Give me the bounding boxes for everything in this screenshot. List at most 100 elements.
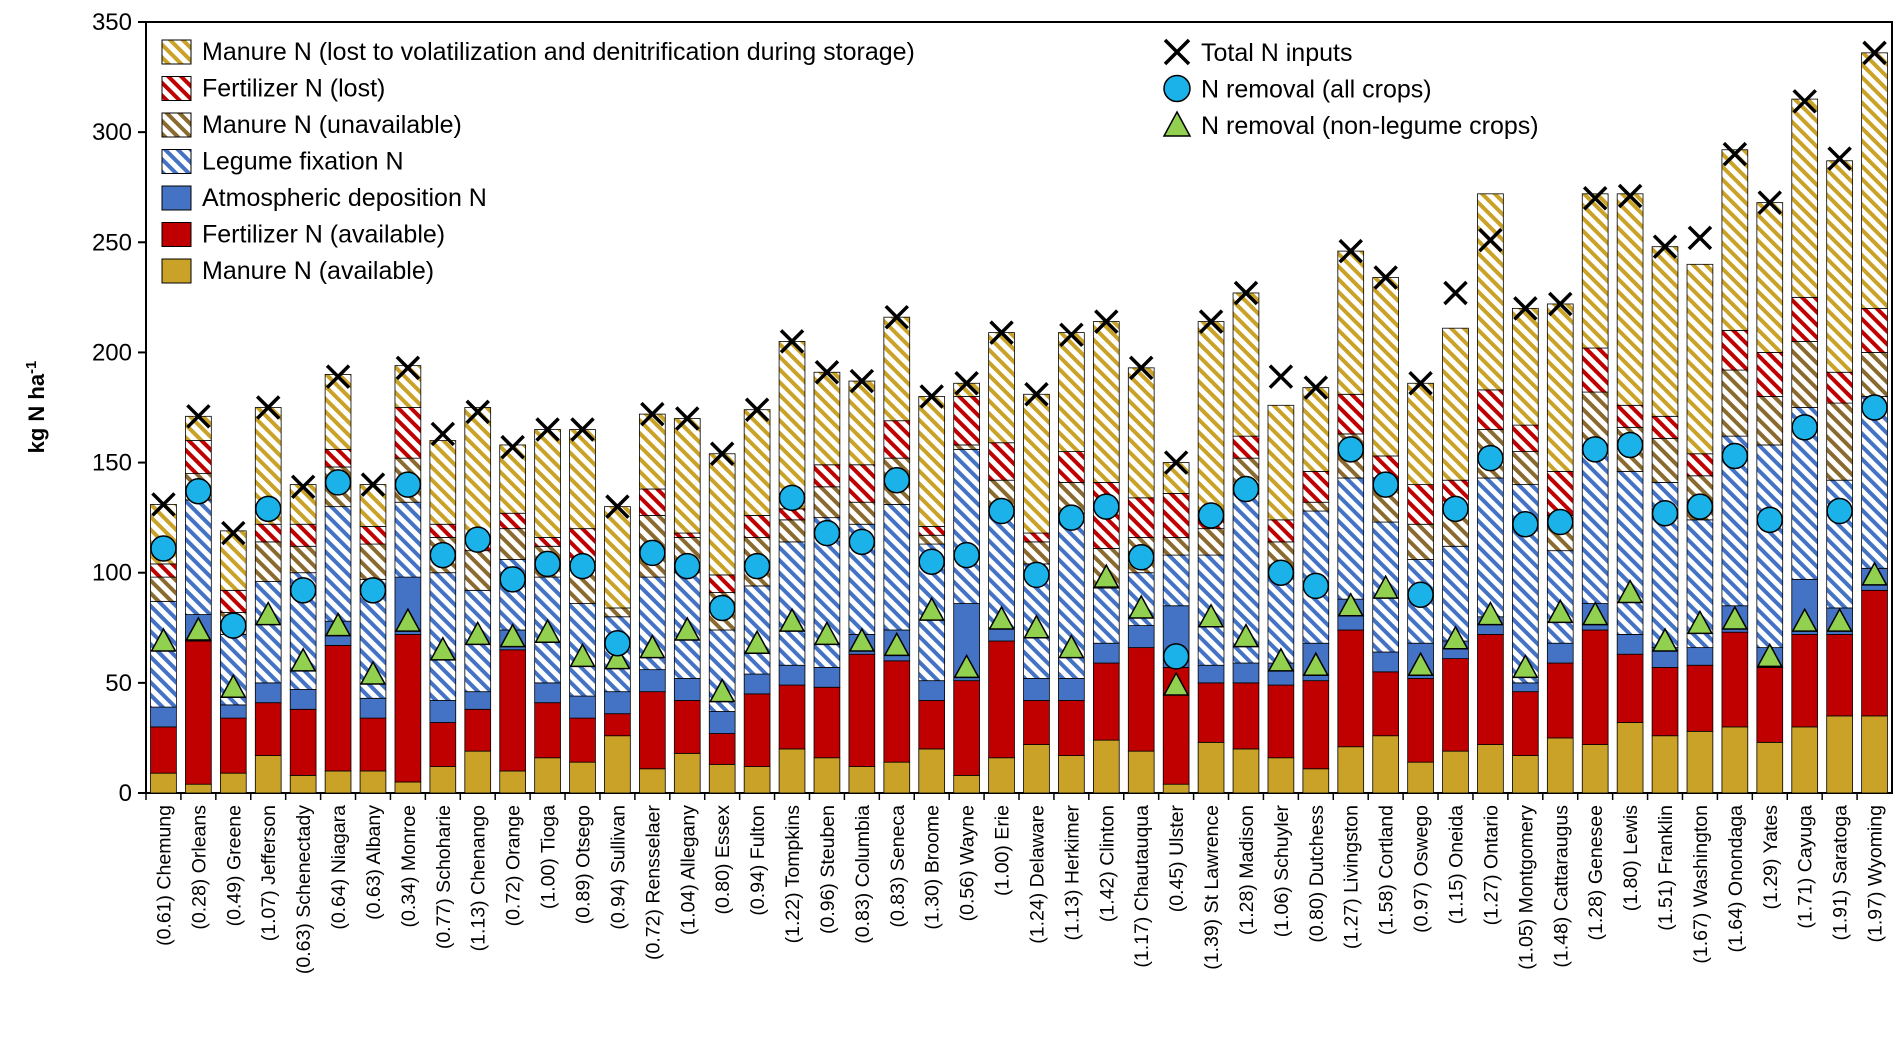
marker-total-n-inputs [1373, 265, 1398, 290]
x-category-label: (1.30) Broome [922, 805, 944, 930]
bar-segment-legume-fixation-n [953, 448, 980, 604]
bar-segment-legume-fixation-n [1616, 470, 1644, 635]
bar-segment-fertilizer-n-lost [185, 440, 212, 474]
x-category-label: (1.00) Tioga [538, 805, 560, 909]
bar-segment-manure-n-unavailable [1826, 402, 1853, 481]
bar-segment-fertilizer-n-available [1616, 653, 1644, 723]
x-category-label: (1.64) Onondaga [1725, 805, 1747, 953]
marker-total-n-inputs [1792, 89, 1817, 114]
bar-segment-fertilizer-n-lost [743, 515, 771, 538]
bar-segment-fertilizer-n-available [185, 640, 212, 785]
marker-n-removal-all-crops [1372, 471, 1399, 498]
bar-segment-manure-n-lost-to-volatilization-and-denitrification-during-storage [708, 453, 736, 576]
marker-n-removal-non-legume [1337, 592, 1365, 617]
x-category-label: (0.64) Niagara [328, 805, 350, 930]
bar-segment-fertilizer-n-lost [1302, 470, 1330, 503]
marker-total-n-inputs [1548, 291, 1573, 317]
y-axis: 0 50 100 150 200 250 300 350 [92, 9, 146, 807]
y-tick-label: 150 [92, 450, 132, 477]
y-tick-label: 300 [92, 119, 132, 146]
bar-segment-atmospheric-deposition-n [464, 691, 492, 710]
bar-segment-manure-n-available [1791, 726, 1819, 794]
marker-n-removal-non-legume [1826, 607, 1853, 632]
bar-segment-manure-n-lost-to-volatilization-and-denitrification-during-storage [1861, 52, 1888, 309]
bar-segment-fertilizer-n-available [1546, 662, 1574, 739]
bar-segment-manure-n-unavailable [1721, 369, 1749, 437]
bar-segment-fertilizer-n-available [1861, 589, 1888, 717]
x-category-label: (1.97) Wyoming [1865, 805, 1887, 942]
bar-segment-manure-n-available [569, 761, 596, 794]
marker-n-removal-non-legume [953, 653, 980, 679]
marker-n-removal-all-crops [324, 469, 352, 496]
x-category-label: (0.97) Oswego [1411, 805, 1433, 933]
bar-segment-fertilizer-n-available [1197, 682, 1225, 743]
bar-segment-manure-n-lost-to-volatilization-and-denitrification-during-storage [883, 316, 911, 422]
marker-n-removal-non-legume [1162, 671, 1190, 696]
bar-segment-fertilizer-n-lost [219, 589, 247, 613]
marker-n-removal-non-legume [1023, 614, 1050, 639]
x-category-label: (1.13) Chenango [468, 805, 490, 952]
bar-segment-fertilizer-n-available [254, 702, 282, 756]
bar-segment-fertilizer-n-available [953, 680, 980, 776]
bar-segment-fertilizer-n-available [1442, 658, 1469, 752]
marker-total-n-inputs [1268, 364, 1294, 389]
bar-segment-manure-n-available [1546, 737, 1574, 794]
bar-segment-manure-n-lost-to-volatilization-and-denitrification-during-storage [1477, 193, 1504, 391]
x-category-label: (0.94) Sullivan [607, 805, 629, 930]
marker-n-removal-non-legume [708, 678, 736, 703]
x-category-label: (0.89) Otsego [573, 805, 595, 924]
y-tick-label: 50 [105, 670, 132, 697]
marker-total-n-inputs [1722, 141, 1748, 167]
marker-total-n-inputs [360, 472, 386, 497]
marker-n-removal-non-legume [639, 634, 666, 659]
bar-segment-legume-fixation-n [254, 581, 282, 684]
bar-segment-fertilizer-n-available [289, 708, 317, 776]
marker-n-removal-all-crops [1686, 493, 1714, 520]
bar-segment-manure-n-available [219, 772, 247, 794]
marker-total-n-inputs [849, 368, 875, 394]
marker-n-removal-non-legume [1791, 607, 1818, 632]
bar-segment-fertilizer-n-lost [1756, 352, 1784, 397]
x-category-label: (0.49) Greene [223, 805, 245, 926]
x-category-label: (1.05) Montgomery [1515, 805, 1537, 970]
bar-segment-manure-n-available [1302, 768, 1330, 794]
legend-label: Fertilizer N (lost) [202, 75, 385, 103]
bar-segment-fertilizer-n-lost [1023, 532, 1050, 543]
marker-total-n-inputs [1513, 296, 1538, 321]
legend-label: N removal (all crops) [1201, 76, 1432, 104]
x-category-label: (1.24) Delaware [1026, 805, 1048, 944]
marker-n-removal-non-legume [1721, 605, 1749, 630]
marker-total-n-inputs [1094, 309, 1119, 334]
marker-total-n-inputs [1128, 355, 1154, 381]
bar-segment-atmospheric-deposition-n [918, 680, 946, 701]
marker-total-n-inputs [535, 417, 560, 442]
bar-segment-manure-n-unavailable [1407, 523, 1434, 560]
x-category-label: (1.28) Genesee [1585, 805, 1607, 941]
bar-segment-manure-n-available [918, 748, 946, 794]
x-category-label: (1.22) Tompkins [782, 805, 804, 944]
x-category-label: (0.83) Columbia [852, 805, 874, 944]
y-tick-label: 200 [92, 339, 132, 366]
marker-n-removal-all-crops [639, 539, 666, 567]
bar-segment-atmospheric-deposition-n [150, 706, 177, 728]
marker-n-removal-all-crops [1651, 499, 1679, 527]
bar-segment-manure-n-available [1616, 722, 1644, 794]
marker-total-n-inputs [640, 401, 665, 427]
marker-n-removal-all-crops [499, 566, 526, 593]
marker-total-n-inputs [1198, 309, 1224, 334]
bar-segment-fertilizer-n-available [1721, 631, 1749, 728]
bar-segment-manure-n-available [883, 761, 911, 794]
bar-segment-manure-n-lost-to-volatilization-and-denitrification-during-storage [1721, 149, 1749, 331]
x-category-label: (0.83) Seneca [887, 805, 909, 928]
bar-segment-fertilizer-n-available [848, 653, 876, 767]
marker-n-removal-all-crops [254, 495, 282, 523]
marker-total-n-inputs [151, 492, 176, 517]
bar-segment-atmospheric-deposition-n [1232, 662, 1260, 684]
marker-n-removal-non-legume [1197, 603, 1225, 628]
marker-total-n-inputs [1443, 280, 1468, 306]
marker-total-n-inputs [255, 395, 281, 420]
x-category-label: (1.00) Erie [992, 805, 1014, 896]
bar-segment-atmospheric-deposition-n [429, 700, 457, 723]
bar-segment-fertilizer-n-lost [534, 537, 561, 547]
marker-n-removal-all-crops [394, 471, 422, 498]
